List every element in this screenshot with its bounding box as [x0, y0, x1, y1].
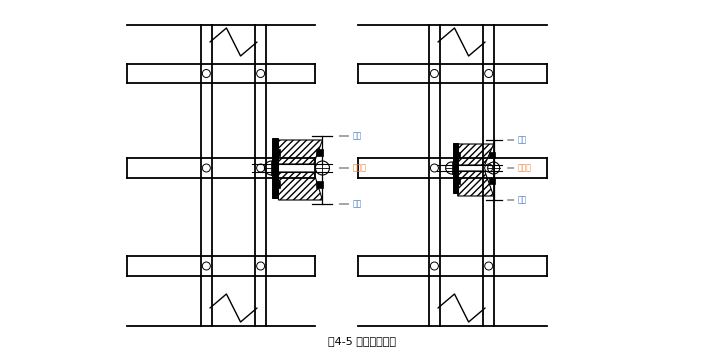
Polygon shape [279, 140, 322, 164]
Bar [274, 148, 280, 155]
Bar [452, 143, 458, 193]
Polygon shape [458, 144, 494, 165]
Bar [489, 178, 494, 184]
Text: 扣件: 扣件 [353, 199, 362, 209]
Text: 扣件: 扣件 [518, 196, 527, 204]
Text: 图4-5 刚性连接之三: 图4-5 刚性连接之三 [328, 336, 396, 346]
Text: 扣钢管: 扣钢管 [353, 163, 366, 173]
Text: 扣钢管: 扣钢管 [518, 163, 531, 173]
Bar [272, 138, 279, 198]
Text: 垫木: 垫木 [353, 132, 362, 140]
Bar [454, 178, 460, 184]
Bar [316, 148, 324, 155]
Text: 垫木: 垫木 [518, 135, 527, 145]
Bar [274, 181, 280, 188]
Bar [489, 152, 494, 158]
Polygon shape [458, 171, 494, 196]
Bar [316, 181, 324, 188]
Polygon shape [279, 172, 322, 200]
Bar [454, 152, 460, 158]
